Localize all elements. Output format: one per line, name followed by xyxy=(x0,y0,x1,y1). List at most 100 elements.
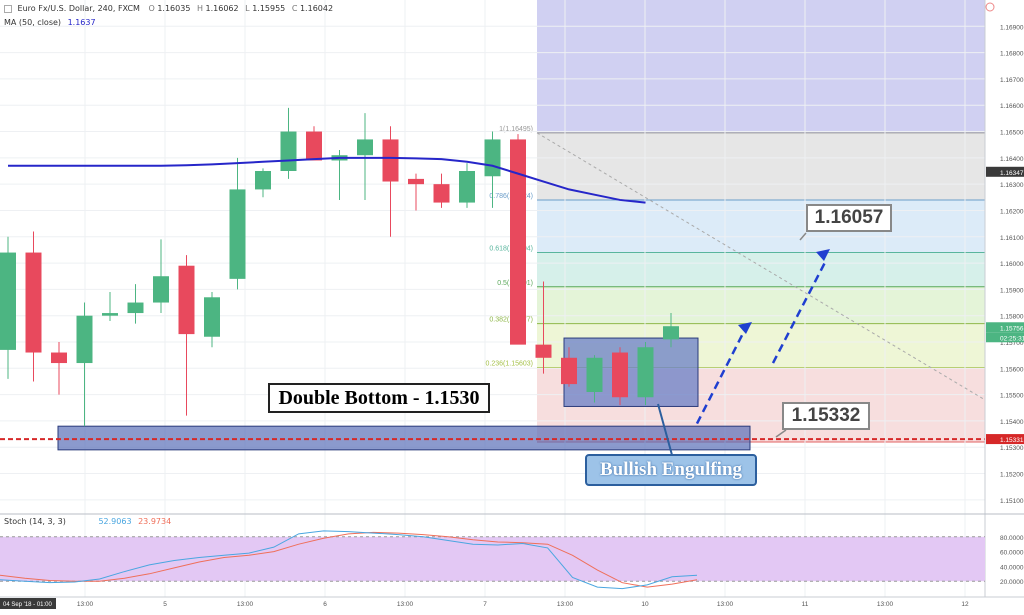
candle-body xyxy=(204,297,220,337)
fib-zone xyxy=(537,132,985,200)
candle xyxy=(280,107,297,179)
candle xyxy=(663,313,679,348)
low-value: 1.15955 xyxy=(252,4,286,13)
fib-zone xyxy=(537,199,985,253)
fib-zone-top xyxy=(537,0,985,133)
time-tick-label: 10 xyxy=(641,601,649,608)
double-bottom-zone xyxy=(57,425,751,451)
fib-zone xyxy=(537,286,985,324)
candle xyxy=(408,173,424,211)
candle-body xyxy=(280,131,297,171)
fib-level-label: 0.236(1.15603) xyxy=(486,361,533,368)
bullish-engulfing-label: Bullish Engulfing xyxy=(585,454,757,486)
cursor-time-bg xyxy=(0,598,56,609)
time-tick-label: 13:00 xyxy=(717,601,734,608)
ma-price-tag-bg xyxy=(986,166,1024,177)
open-label: O xyxy=(148,4,155,13)
candle xyxy=(357,113,373,200)
time-tick-label: 12 xyxy=(961,601,969,608)
open-value: 1.16035 xyxy=(157,4,191,13)
price-tick-label: 1.16600 xyxy=(1000,103,1024,110)
candle-body xyxy=(382,139,399,182)
stoch-d-value: 23.9734 xyxy=(138,517,172,526)
candle-body xyxy=(612,352,628,398)
stoch-label: Stoch (14, 3, 3) xyxy=(4,517,66,526)
candle-body xyxy=(306,131,322,161)
fib-trend-line xyxy=(536,132,986,401)
candle-body xyxy=(51,352,67,364)
candle-body xyxy=(484,139,501,177)
candle-body xyxy=(433,184,450,203)
candle xyxy=(382,126,399,237)
candle xyxy=(25,231,42,382)
target-price-label: 1.16057 xyxy=(806,204,892,232)
candle-body xyxy=(178,265,195,335)
candle xyxy=(433,173,450,208)
candle-body xyxy=(408,178,424,185)
stoch-k-value: 52.9063 xyxy=(98,517,132,526)
candle xyxy=(102,292,118,321)
projection-arrow-2 xyxy=(771,259,828,364)
price-tick-label: 1.16000 xyxy=(1000,261,1024,268)
time-tick-label: 11 xyxy=(802,601,809,608)
ma-legend[interactable]: MA (50, close) 1.1637 xyxy=(4,18,96,27)
time-tick-label: 5 xyxy=(163,601,167,608)
header-legend: Euro Fx/U.S. Dollar, 240, FXCM O 1.16035… xyxy=(4,4,333,13)
price-tick-label: 1.16400 xyxy=(1000,156,1024,163)
countdown-tag: 02:25:31 xyxy=(1000,335,1024,342)
ma-value: 1.1637 xyxy=(67,18,96,27)
close-label: C xyxy=(291,4,298,13)
candle-body xyxy=(561,357,577,385)
callout-pointer xyxy=(799,232,807,241)
stoch-k-line xyxy=(0,530,698,590)
low-label: L xyxy=(245,4,250,13)
price-tick-label: 1.15200 xyxy=(1000,472,1024,479)
high-value: 1.16062 xyxy=(205,4,239,13)
stoch-d-line xyxy=(0,531,698,588)
candle-body xyxy=(0,252,16,350)
stoch-tick-label: 60.0000 xyxy=(1000,550,1024,557)
candle-body xyxy=(229,189,246,279)
price-tick-label: 1.16900 xyxy=(1000,24,1024,31)
symbol-title[interactable]: Euro Fx/U.S. Dollar, 240, FXCM xyxy=(17,4,140,13)
candle xyxy=(255,168,271,198)
price-tick-label: 1.15300 xyxy=(1000,445,1024,452)
stoch-band xyxy=(0,536,985,582)
callout-pointer xyxy=(775,429,787,438)
fib-zone xyxy=(537,252,985,287)
high-label: H xyxy=(196,4,203,13)
callout-pointer xyxy=(657,403,673,456)
price-tick-label: 1.15600 xyxy=(1000,366,1024,373)
price-tick-label: 1.15800 xyxy=(1000,314,1024,321)
candle xyxy=(204,292,220,348)
last-price-tag-bg xyxy=(986,322,1024,333)
price-tick-label: 1.15400 xyxy=(1000,419,1024,426)
candle xyxy=(561,347,577,387)
stoch-tick-label: 40.0000 xyxy=(1000,564,1024,571)
price-tick-label: 1.16300 xyxy=(1000,182,1024,189)
time-tick-label: 13:00 xyxy=(877,601,894,608)
countdown-tag-bg xyxy=(986,332,1024,343)
arrowhead-icon xyxy=(816,249,830,261)
time-tick-label: 13:00 xyxy=(77,601,94,608)
stoch-legend[interactable]: Stoch (14, 3, 3) 52.9063 23.9734 xyxy=(4,517,171,526)
engulfing-zone xyxy=(563,337,699,407)
price-tick-label: 1.15500 xyxy=(1000,393,1024,400)
moving-average-line xyxy=(8,156,646,204)
price-axis-bg xyxy=(985,0,1024,610)
time-tick-label: 7 xyxy=(483,601,487,608)
collapse-icon[interactable] xyxy=(4,4,12,13)
candle-body xyxy=(127,302,144,314)
candle xyxy=(178,255,195,416)
candle-body xyxy=(459,171,475,203)
close-value: 1.16042 xyxy=(299,4,334,13)
candle-body xyxy=(357,139,373,156)
alert-icon xyxy=(985,2,995,12)
stoch-tick-label: 20.0000 xyxy=(1000,579,1024,586)
candle-body xyxy=(510,139,526,345)
cursor-time-label: 04 Sep '18 - 01:00 xyxy=(3,602,53,608)
candle xyxy=(51,342,67,395)
candle xyxy=(510,134,526,345)
